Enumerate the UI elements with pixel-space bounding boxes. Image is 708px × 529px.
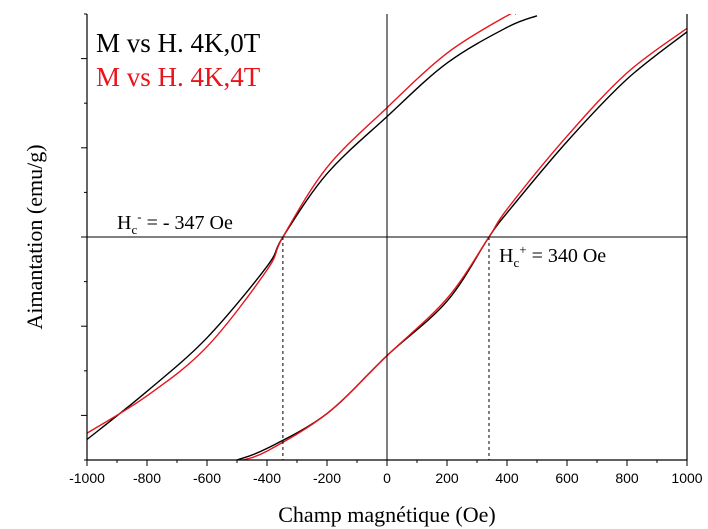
axes-layer: -1000 -800 -600 -400 -200 0 200 400 600 800 1000 (69, 13, 703, 486)
series-1-branch-1 (242, 27, 687, 460)
coercive-field-label-1: Hc+ = 340 Oe (499, 242, 606, 270)
legend-entry-1: M vs H. 4K,4T (96, 62, 261, 92)
x-tick-label-2: -600 (193, 470, 221, 486)
x-tick-label-0: -1000 (69, 470, 105, 486)
series-0-branch-0 (87, 15, 538, 441)
x-axis-title: Champ magnétique (Oe) (278, 502, 496, 527)
x-tick-label-1: -800 (133, 470, 161, 486)
x-tick-label-7: 400 (495, 470, 519, 486)
x-tick-label-3: -400 (253, 470, 281, 486)
x-tick-label-8: 600 (555, 470, 579, 486)
legend-entry-0: M vs H. 4K,0T (96, 28, 261, 58)
annotation-layer: Hc- = - 347 Oe Hc+ = 340 Oe (117, 209, 606, 460)
series-1-branch-0 (87, 14, 517, 434)
x-tick-label-6: 200 (435, 470, 459, 486)
y-axis-title: Aimantation (emu/g) (22, 144, 47, 329)
coercive-field-label-0: Hc- = - 347 Oe (117, 209, 233, 237)
series-0-branch-1 (236, 31, 687, 460)
x-tick-label-9: 800 (615, 470, 639, 486)
x-tick-label-5: 0 (383, 470, 391, 486)
series-layer (87, 14, 687, 460)
x-tick-label-10: 1000 (671, 470, 702, 486)
x-tick-label-4: -200 (313, 470, 341, 486)
